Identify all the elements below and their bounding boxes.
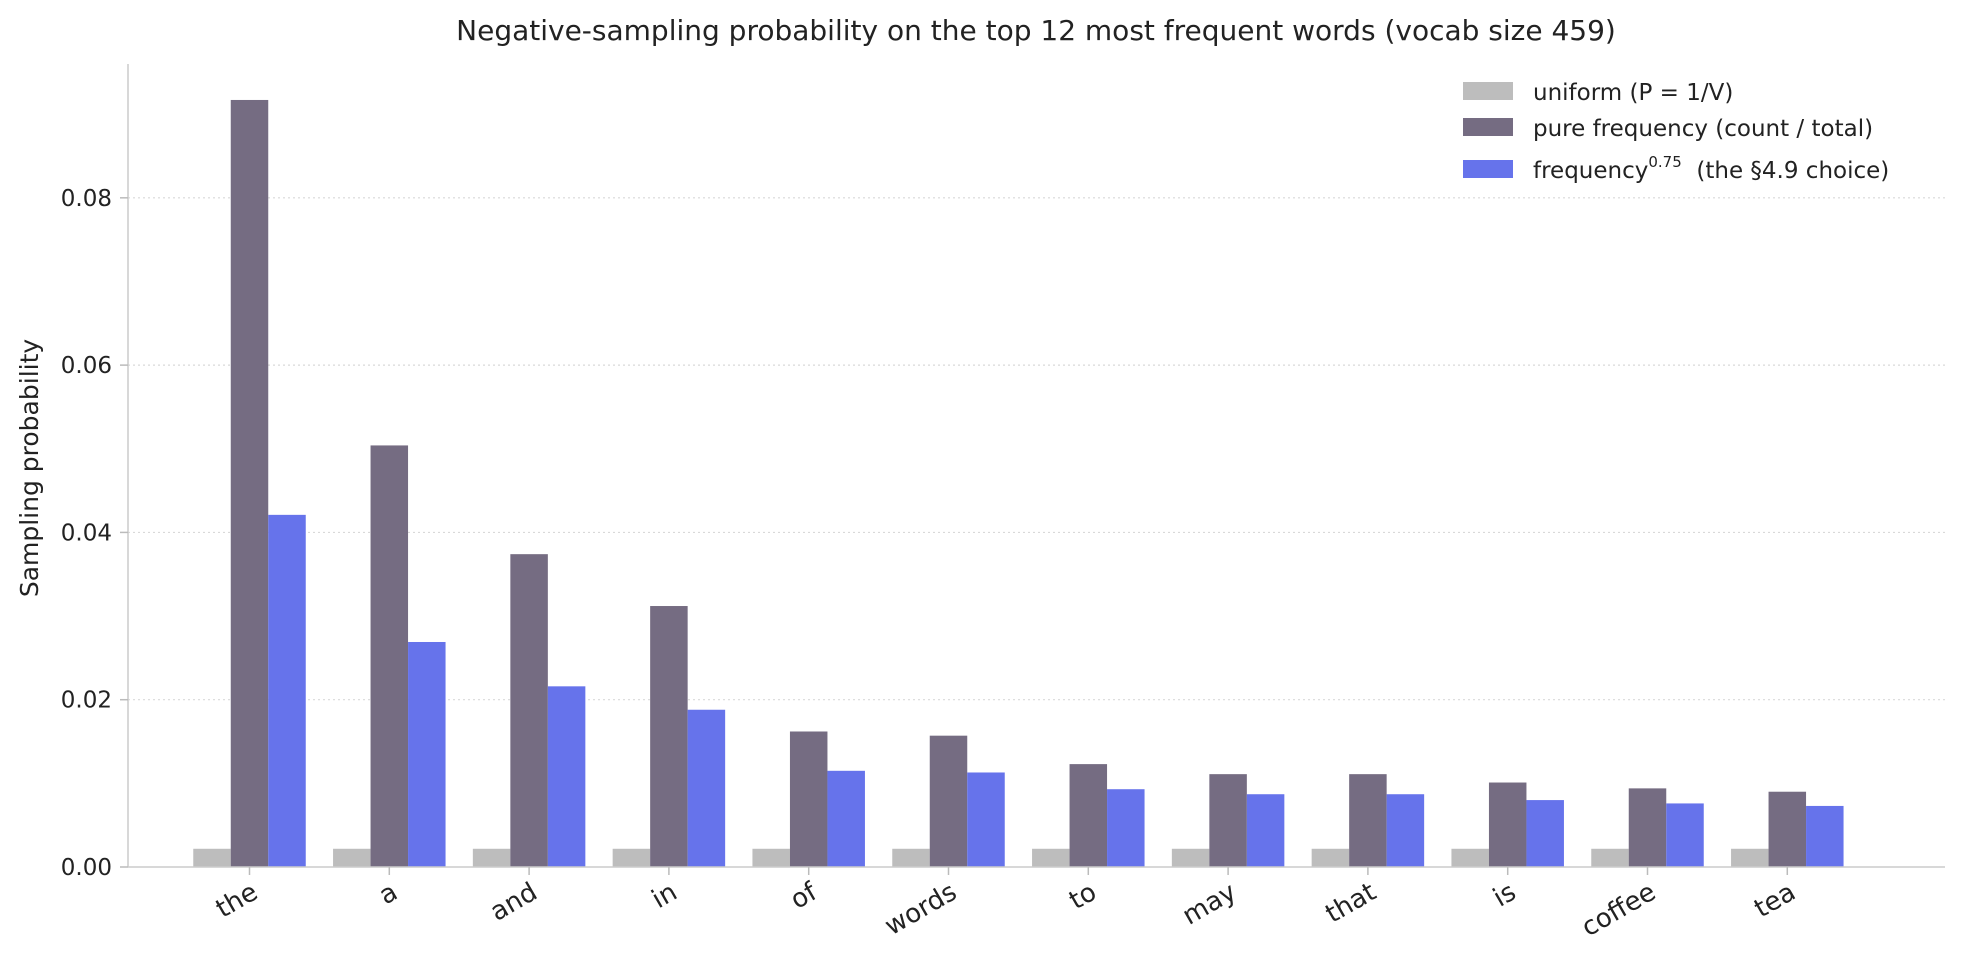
legend-label: frequency0.75 (the §4.9 choice) xyxy=(1533,153,1889,184)
x-tick-label: a xyxy=(374,877,403,911)
y-tick-label: 0.06 xyxy=(61,353,112,379)
y-tick-label: 0.08 xyxy=(61,186,112,212)
legend-swatch xyxy=(1463,118,1513,136)
bar-is-0 xyxy=(1451,848,1489,867)
legend-swatch xyxy=(1463,160,1513,178)
bar-words-1 xyxy=(929,735,968,867)
bar-the-2 xyxy=(268,514,306,867)
x-tick-label: in xyxy=(647,877,683,915)
x-tick-label: that xyxy=(1321,877,1382,929)
bar-the-1 xyxy=(230,99,269,867)
chart-title: Negative-sampling probability on the top… xyxy=(456,14,1616,47)
y-axis-label: Sampling probability xyxy=(15,339,44,598)
y-axis-ticks: 0.00 0.02 0.04 0.06 0.08 xyxy=(61,186,128,881)
bar-coffee-2 xyxy=(1666,803,1704,867)
bar-the-0 xyxy=(193,848,231,867)
x-tick-label: and xyxy=(485,877,542,927)
bar-to-2 xyxy=(1107,789,1145,867)
bar-tea-1 xyxy=(1768,791,1807,867)
bar-of-1 xyxy=(789,731,828,867)
bar-a-2 xyxy=(408,641,446,867)
bar-of-0 xyxy=(752,848,790,867)
bar-may-1 xyxy=(1209,774,1247,867)
x-axis-ticks: the a and in of words to may that is coffee tea xyxy=(211,867,1801,943)
x-tick-label: coffee xyxy=(1577,877,1661,943)
bar-of-2 xyxy=(827,770,865,867)
y-tick-label: 0.02 xyxy=(61,688,112,714)
bar-that-1 xyxy=(1349,774,1387,867)
bars xyxy=(193,99,1844,867)
x-tick-label: of xyxy=(785,877,822,916)
bar-may-2 xyxy=(1246,794,1285,867)
bar-in-1 xyxy=(650,606,688,867)
x-tick-label: tea xyxy=(1749,877,1800,924)
bar-in-0 xyxy=(612,848,651,867)
bar-may-0 xyxy=(1171,848,1210,867)
bar-to-1 xyxy=(1069,764,1108,867)
x-tick-label: to xyxy=(1064,877,1102,916)
legend: uniform (P = 1/V) pure frequency (count /… xyxy=(1463,80,1889,184)
bar-words-2 xyxy=(967,772,1005,867)
bar-and-1 xyxy=(510,554,548,867)
bar-in-2 xyxy=(687,709,726,867)
y-tick-label: 0.00 xyxy=(61,855,112,881)
bar-and-0 xyxy=(472,848,511,867)
bar-that-2 xyxy=(1386,794,1425,867)
y-tick-label: 0.04 xyxy=(61,520,112,546)
bar-is-1 xyxy=(1488,782,1527,867)
bar-coffee-0 xyxy=(1591,848,1629,867)
bar-to-0 xyxy=(1032,848,1070,867)
legend-label: uniform (P = 1/V) xyxy=(1533,80,1733,106)
x-tick-label: the xyxy=(211,877,263,924)
bar-tea-0 xyxy=(1731,848,1769,867)
bar-that-0 xyxy=(1311,848,1350,867)
bar-a-1 xyxy=(370,445,409,867)
bar-and-2 xyxy=(547,686,586,867)
bar-a-0 xyxy=(333,848,371,867)
bar-is-2 xyxy=(1526,800,1564,867)
x-tick-label: is xyxy=(1488,877,1521,913)
bar-coffee-1 xyxy=(1628,788,1667,867)
x-tick-label: words xyxy=(880,877,962,942)
bar-tea-2 xyxy=(1806,805,1844,867)
legend-swatch xyxy=(1463,82,1513,100)
x-tick-label: may xyxy=(1178,877,1242,931)
bar-words-0 xyxy=(892,848,930,867)
legend-label: pure frequency (count / total) xyxy=(1533,116,1873,142)
